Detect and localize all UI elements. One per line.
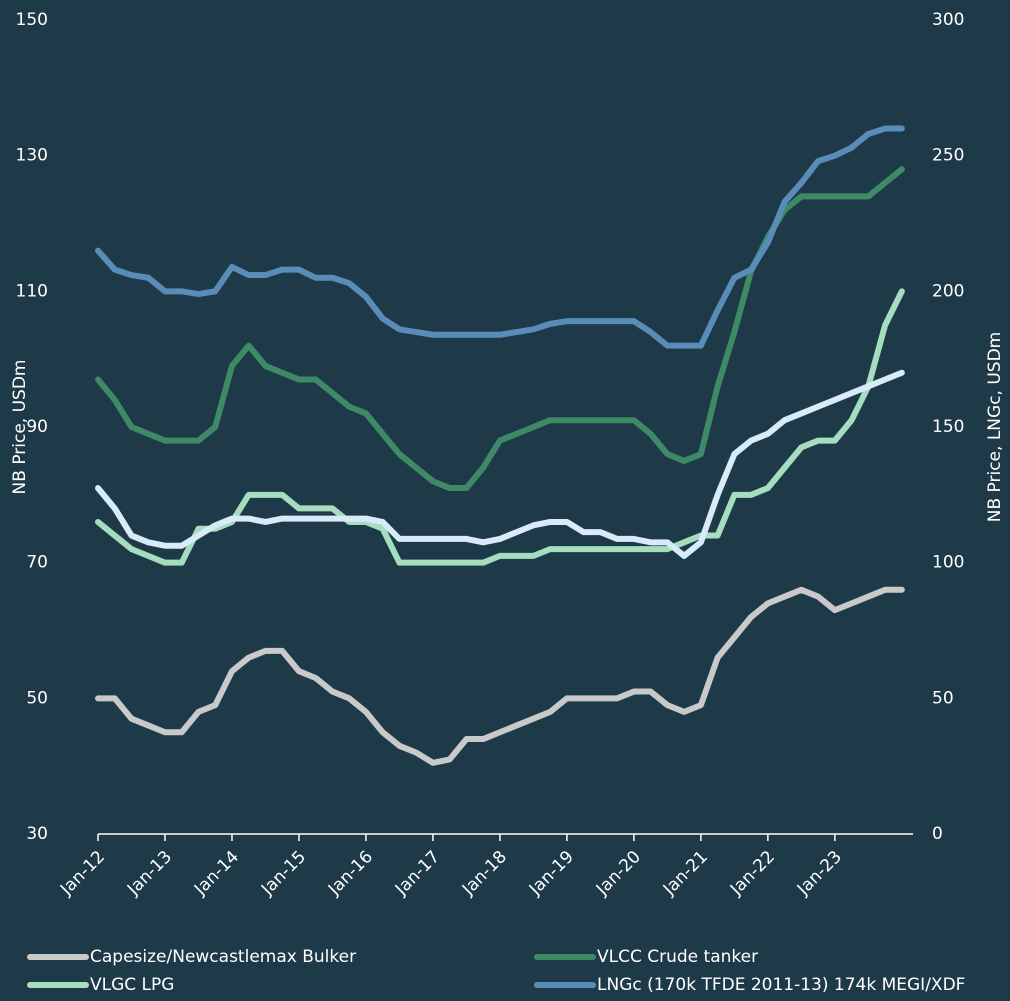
y-tick-label: 110 <box>16 281 48 301</box>
y-tick-label: 130 <box>16 146 48 166</box>
legend-label: Capesize/Newcastlemax Bulker <box>90 947 356 967</box>
x-tick-label: Jan-22 <box>726 847 779 900</box>
x-tick-label: Jan-14 <box>190 847 243 900</box>
y-tick-label: 70 <box>26 553 48 573</box>
chart: NB Price, USDm NB Price, LNGc, USDm 3050… <box>0 0 1010 1001</box>
y2-tick-label: 300 <box>932 10 964 30</box>
series-line <box>98 590 902 763</box>
x-tick-label: Jan-20 <box>592 847 645 900</box>
x-tick-label: Jan-16 <box>324 847 377 900</box>
legend-label: VLCC Crude tanker <box>597 947 758 967</box>
x-tick-label: Jan-21 <box>659 847 712 900</box>
series-line <box>98 129 902 346</box>
y-tick-label: 150 <box>16 10 48 30</box>
x-tick-label: Jan-17 <box>391 847 444 900</box>
legend-label: LNGc (170k TFDE 2011-13) 174k MEGI/XDF <box>597 975 965 995</box>
y-tick-label: 50 <box>26 688 48 708</box>
y2-tick-label: 250 <box>932 146 964 166</box>
x-tick-label: Jan-19 <box>525 847 578 900</box>
y2-tick-label: 100 <box>932 553 964 573</box>
y2-tick-label: 150 <box>932 417 964 437</box>
y2-tick-label: 200 <box>932 281 964 301</box>
page: {"chart_data":{"type":"line", "y_label":… <box>0 0 1010 1001</box>
y2-tick-label: 50 <box>932 688 954 708</box>
x-tick-label: Jan-12 <box>56 847 109 900</box>
x-tick-label: Jan-18 <box>458 847 511 900</box>
x-tick-label: Jan-15 <box>257 847 310 900</box>
x-tick-label: Jan-23 <box>793 847 846 900</box>
y-tick-label: 90 <box>26 417 48 437</box>
legend-label: VLGC LPG <box>90 975 174 995</box>
x-tick-label: Jan-13 <box>123 847 176 900</box>
y2-tick-label: 0 <box>932 824 943 844</box>
y-tick-label: 30 <box>26 824 48 844</box>
y2-axis-title: NB Price, LNGc, USDm <box>985 332 1005 522</box>
